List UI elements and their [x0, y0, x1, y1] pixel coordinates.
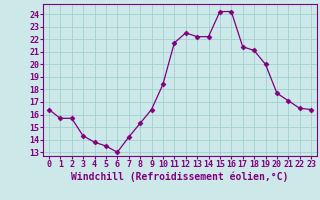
X-axis label: Windchill (Refroidissement éolien,°C): Windchill (Refroidissement éolien,°C)	[71, 172, 289, 182]
